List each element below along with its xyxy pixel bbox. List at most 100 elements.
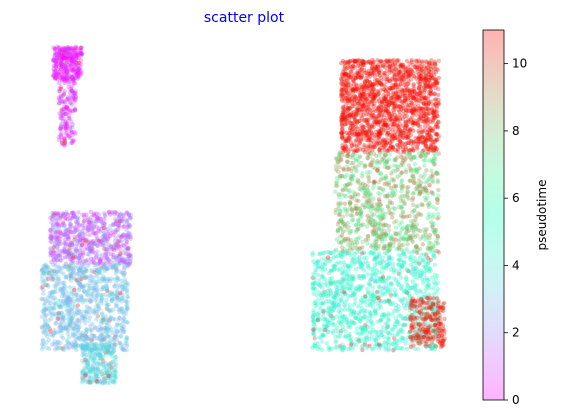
scatter-point <box>105 227 110 232</box>
scatter-point <box>310 252 315 258</box>
scatter-point <box>98 239 104 244</box>
scatter-point <box>355 192 361 197</box>
scatter-point <box>104 298 109 303</box>
scatter-point <box>351 79 356 84</box>
scatter-point <box>384 159 390 165</box>
scatter-point <box>407 73 412 78</box>
scatter-point <box>390 234 395 239</box>
scatter-point <box>426 101 432 107</box>
scatter-point <box>68 86 73 91</box>
scatter-point <box>42 266 47 272</box>
scatter-point <box>57 69 62 75</box>
scatter-point <box>423 197 429 203</box>
scatter-point <box>408 167 413 173</box>
scatter-point <box>372 143 377 148</box>
scatter-point <box>366 83 371 89</box>
scatter-point <box>110 221 116 227</box>
scatter-point <box>410 195 416 201</box>
scatter-point <box>380 207 385 212</box>
scatter-point <box>128 256 133 261</box>
scatter-point <box>60 77 65 83</box>
scatter-point <box>355 180 360 185</box>
scatter-point <box>397 112 402 118</box>
scatter-point <box>412 64 418 70</box>
scatter-point <box>71 138 76 144</box>
scatter-point <box>345 242 351 247</box>
scatter-point <box>79 380 85 385</box>
scatter-point <box>99 332 104 337</box>
scatter-point <box>430 139 435 145</box>
scatter-point <box>432 91 437 96</box>
scatter-point <box>52 330 58 336</box>
scatter-point <box>116 214 122 220</box>
scatter-point <box>405 81 410 87</box>
scatter-point <box>54 63 59 68</box>
scatter-point <box>113 329 118 334</box>
scatter-point <box>409 77 414 82</box>
scatter-point <box>360 136 366 141</box>
scatter-point <box>76 255 82 261</box>
scatter-point <box>77 325 82 330</box>
scatter-point <box>366 233 371 239</box>
scatter-point <box>123 237 129 242</box>
scatter-point <box>428 91 433 97</box>
scatter-point <box>126 222 131 227</box>
scatter-point <box>124 210 129 216</box>
scatter-point <box>57 53 62 58</box>
scatter-point <box>406 140 411 146</box>
scatter-point <box>52 69 57 74</box>
scatter-point <box>62 80 67 86</box>
scatter-point <box>48 300 53 306</box>
scatter-point <box>70 244 75 250</box>
scatter-point <box>61 99 66 104</box>
scatter-point <box>393 225 399 230</box>
scatter-point <box>59 66 64 72</box>
scatter-point <box>41 330 46 335</box>
scatter-point <box>65 53 71 58</box>
scatter-point <box>72 62 77 68</box>
scatter-point <box>57 223 63 228</box>
scatter-point <box>56 253 61 259</box>
scatter-point <box>53 216 59 222</box>
scatter-point <box>60 118 66 124</box>
scatter-point <box>54 62 59 68</box>
scatter-point <box>56 222 61 227</box>
scatter-point <box>103 232 108 238</box>
scatter-point <box>423 233 429 238</box>
scatter-point <box>120 318 126 324</box>
scatter-point <box>123 340 128 346</box>
scatter-point <box>373 222 378 227</box>
scatter-point <box>95 300 100 305</box>
scatter-point <box>58 53 64 58</box>
scatter-point <box>436 75 442 81</box>
scatter-point <box>56 239 62 244</box>
scatter-point <box>61 78 67 84</box>
scatter-point <box>340 229 346 234</box>
scatter-point <box>88 367 93 373</box>
scatter-point <box>71 263 77 269</box>
scatter-point <box>75 72 80 77</box>
scatter-point <box>340 58 346 64</box>
scatter-point <box>79 223 85 228</box>
scatter-point <box>59 96 64 101</box>
scatter-point <box>114 303 120 309</box>
scatter-point <box>115 334 120 339</box>
scatter-point <box>75 260 80 266</box>
scatter-point <box>414 222 420 227</box>
scatter-point <box>90 242 96 247</box>
scatter-point <box>79 231 85 236</box>
scatter-point <box>393 168 398 174</box>
scatter-point <box>103 258 109 263</box>
scatter-point <box>76 67 82 73</box>
scatter-point <box>63 216 68 221</box>
scatter-point <box>360 185 366 190</box>
scatter-point <box>67 285 72 290</box>
scatter-point <box>62 143 67 148</box>
scatter-point <box>426 65 432 70</box>
scatter-point <box>73 88 78 94</box>
scatter-point <box>48 295 53 300</box>
scatter-point <box>424 168 429 173</box>
scatter-point <box>76 73 82 79</box>
scatter-point <box>71 60 77 65</box>
scatter-point <box>63 126 68 131</box>
